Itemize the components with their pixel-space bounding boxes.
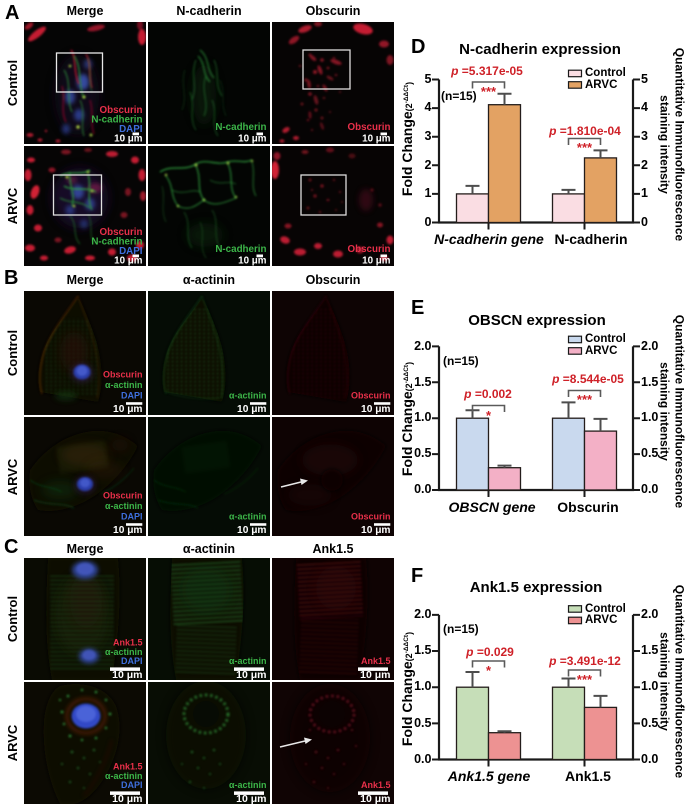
svg-text:DAPI: DAPI bbox=[121, 656, 143, 666]
svg-text:α-actinin: α-actinin bbox=[229, 780, 267, 790]
svg-text:10 μm: 10 μm bbox=[362, 134, 391, 145]
svg-text:10 μm: 10 μm bbox=[112, 793, 142, 805]
svg-text:Obscurin: Obscurin bbox=[351, 391, 391, 401]
svg-text:Ank1.5: Ank1.5 bbox=[113, 762, 143, 772]
svg-text:Obscurin: Obscurin bbox=[99, 105, 142, 116]
svg-text:10 μm: 10 μm bbox=[238, 256, 267, 267]
svg-text:10 μm: 10 μm bbox=[237, 404, 266, 415]
svg-text:α-actinin: α-actinin bbox=[105, 647, 143, 657]
svg-text:N-cadherin: N-cadherin bbox=[215, 122, 266, 133]
svg-text:DAPI: DAPI bbox=[121, 391, 143, 401]
svg-text:DAPI: DAPI bbox=[119, 124, 143, 135]
svg-text:10 μm: 10 μm bbox=[362, 256, 391, 267]
svg-text:10 μm: 10 μm bbox=[236, 793, 266, 805]
svg-text:10 μm: 10 μm bbox=[114, 134, 143, 145]
svg-text:Ank1.5: Ank1.5 bbox=[361, 656, 391, 666]
svg-text:α-actinin: α-actinin bbox=[229, 656, 267, 666]
svg-text:Obscurin: Obscurin bbox=[347, 122, 390, 133]
svg-text:10 μm: 10 μm bbox=[361, 404, 390, 415]
svg-text:DAPI: DAPI bbox=[121, 512, 143, 522]
svg-text:N-cadherin: N-cadherin bbox=[215, 244, 266, 255]
svg-text:Ank1.5: Ank1.5 bbox=[361, 780, 391, 790]
svg-text:DAPI: DAPI bbox=[119, 246, 143, 257]
svg-text:10 μm: 10 μm bbox=[360, 793, 390, 805]
svg-text:Obscurin: Obscurin bbox=[103, 491, 143, 501]
svg-text:10 μm: 10 μm bbox=[361, 525, 390, 536]
svg-text:α-actinin: α-actinin bbox=[105, 501, 143, 511]
svg-text:10 μm: 10 μm bbox=[237, 525, 266, 536]
svg-text:α-actinin: α-actinin bbox=[105, 380, 143, 390]
svg-text:N-cadherin: N-cadherin bbox=[91, 115, 142, 126]
svg-text:Obscurin: Obscurin bbox=[103, 370, 143, 380]
svg-text:DAPI: DAPI bbox=[121, 780, 143, 790]
svg-text:Ank1.5: Ank1.5 bbox=[113, 638, 143, 648]
svg-text:10 μm: 10 μm bbox=[238, 134, 267, 145]
svg-text:Obscurin: Obscurin bbox=[99, 227, 142, 238]
svg-text:10 μm: 10 μm bbox=[113, 404, 142, 415]
svg-text:10 μm: 10 μm bbox=[112, 669, 142, 681]
svg-text:10 μm: 10 μm bbox=[113, 525, 142, 536]
svg-text:10 μm: 10 μm bbox=[114, 256, 143, 267]
svg-text:10 μm: 10 μm bbox=[360, 669, 390, 681]
svg-text:α-actinin: α-actinin bbox=[229, 512, 267, 522]
svg-text:Obscurin: Obscurin bbox=[351, 512, 391, 522]
svg-text:α-actinin: α-actinin bbox=[105, 771, 143, 781]
svg-text:Obscurin: Obscurin bbox=[347, 244, 390, 255]
svg-text:N-cadherin: N-cadherin bbox=[91, 237, 142, 248]
svg-text:10 μm: 10 μm bbox=[236, 669, 266, 681]
svg-text:α-actinin: α-actinin bbox=[229, 391, 267, 401]
